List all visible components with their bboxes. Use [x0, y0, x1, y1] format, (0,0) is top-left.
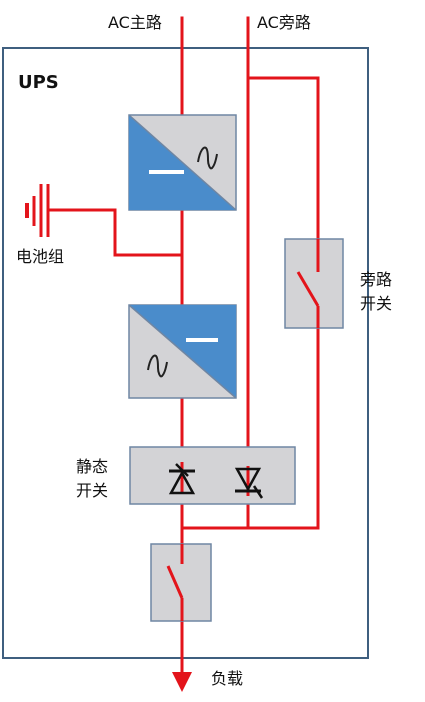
switch-blade-icon [166, 565, 184, 599]
ac-wave-icon [197, 146, 218, 170]
battery-label: 电池组 [16, 247, 64, 266]
bypass-switch-label-line1: 旁路 [360, 270, 392, 289]
switch-blade-icon [296, 271, 320, 307]
output-switch [150, 543, 212, 622]
load-label: 负载 [211, 669, 243, 688]
ac-wave-icon [147, 354, 168, 378]
static-switch [129, 446, 296, 505]
battery-wire [48, 208, 184, 257]
rectifier [128, 114, 237, 211]
bypass-thyristor-icon [234, 466, 264, 499]
static-switch-label-line1: 静态 [76, 457, 108, 476]
inverter [128, 304, 237, 399]
ups-label: UPS [18, 72, 59, 93]
ups-enclosure [2, 47, 369, 659]
bypass-switch-out-wire [180, 308, 320, 530]
ac-bypass-label: AC旁路 [257, 13, 311, 32]
bypass-switch-feed-wire [246, 76, 320, 274]
bypass-switch [284, 238, 344, 329]
load-arrow-icon [172, 672, 192, 692]
static-switch-label-line2: 开关 [76, 481, 108, 500]
ac-main-label: AC主路 [108, 13, 162, 32]
bypass-switch-label-line2: 开关 [360, 294, 392, 313]
main-thyristor-icon [168, 462, 196, 495]
battery-icon [25, 184, 50, 237]
